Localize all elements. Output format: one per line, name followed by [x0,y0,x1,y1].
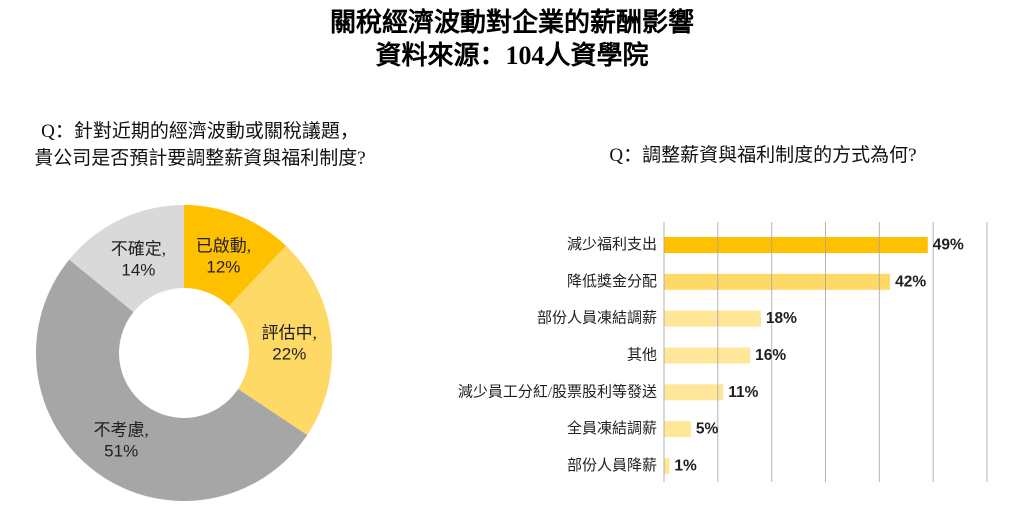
chart-subtitle: 資料來源：104人資學院 [375,41,649,70]
bar-category-label: 全員凍結調薪 [567,419,657,437]
bar-value-label: 11% [728,384,758,401]
donut-question-line2: 貴公司是否預計要調整薪資與福利制度? [34,148,366,169]
chart-title: 關稅經濟波動對企業的薪酬影響 [329,8,694,37]
donut-slice-2 [228,245,332,435]
bar-question: Q：調整薪資與福利制度的方式為何? [528,142,998,169]
bar-value-label: 42% [895,273,926,290]
bar-6 [664,421,691,438]
donut-slice-label: 評估中, 22% [262,323,317,363]
donut-slice-label: 已啟動, 12% [196,237,251,277]
chart-header: 關稅經濟波動對企業的薪酬影響 資料來源：104人資學院 [0,6,1024,72]
bar-category-label: 降低獎金分配 [567,273,657,290]
bar-2 [664,273,891,290]
bar-value-label: 18% [766,310,797,327]
bar-5 [664,384,724,401]
bar-value-label: 49% [933,237,964,254]
donut-slice-3 [35,259,308,502]
donut-slice-label: 不考慮, 51% [94,420,149,460]
donut-slice-4 [69,205,184,313]
donut-question-line1: Q：針對近期的經濟波動或關稅議題， [41,121,359,142]
bar-7 [664,458,670,474]
donut-slice-label: 不確定, 14% [111,239,166,279]
bar-4 [664,347,751,364]
bar-3 [664,310,761,327]
bar-category-label: 減少員工分紅/股票股利等發送 [458,382,657,400]
bar-category-label: 其他 [627,346,657,363]
bar-value-label: 5% [696,421,719,438]
bar-value-label: 1% [674,457,697,474]
donut-chart-svg: 已啟動, 12% 評估中, 22% 不考慮, 51% 不確定, 14% [35,205,332,502]
bar-category-label: 部份人員降薪 [567,457,657,474]
bar-chart: 減少福利支出 49% 降低獎金分配 42% 部份人員凍結調薪 18% 其他 16% 減少員工分紅… [415,195,1024,520]
bar-question-text: Q：調整薪資與福利制度的方式為何? [609,145,917,166]
donut-chart: 已啟動, 12% 評估中, 22% 不考慮, 51% 不確定, 14% [0,195,415,520]
bar-1 [664,237,928,253]
bar-category-label: 減少福利支出 [567,236,657,253]
bar-value-label: 16% [755,347,786,364]
donut-slice-1 [184,205,287,306]
bar-chart-svg: 減少福利支出 49% 降低獎金分配 42% 部份人員凍結調薪 18% 其他 16% 減少員工分紅… [458,222,988,482]
donut-question: Q：針對近期的經濟波動或關稅議題， 貴公司是否預計要調整薪資與福利制度? [0,118,400,172]
bar-category-label: 部份人員凍結調薪 [537,310,657,327]
